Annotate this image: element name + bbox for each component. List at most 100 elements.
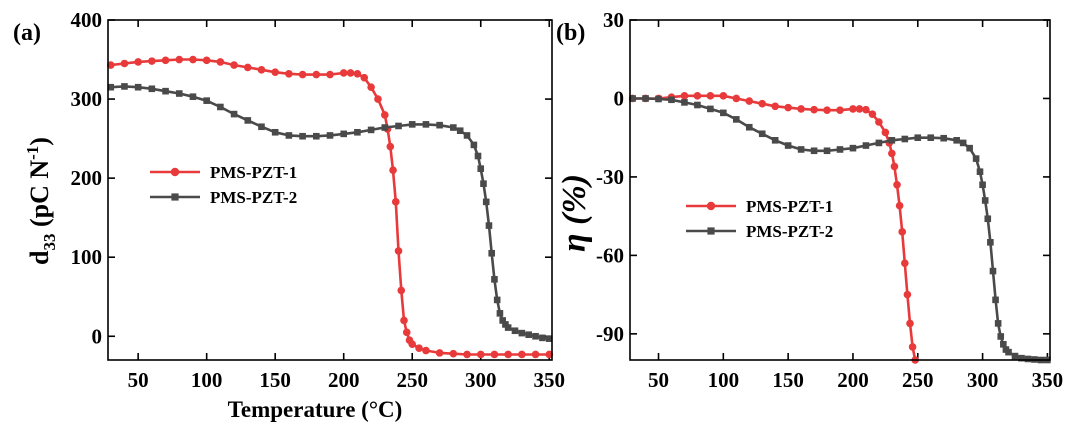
data-point-pms-pzt-2 <box>984 215 992 223</box>
data-point-pms-pzt-2 <box>354 128 361 136</box>
data-point-pms-pzt-2 <box>162 87 169 95</box>
data-point-pms-pzt-2 <box>493 296 501 304</box>
data-point-pms-pzt-1 <box>504 350 512 359</box>
data-point-pms-pzt-2 <box>668 96 675 104</box>
data-point-pms-pzt-2 <box>888 137 896 144</box>
data-point-pms-pzt-2 <box>694 101 701 109</box>
data-point-pms-pzt-1 <box>148 57 156 65</box>
data-point-pms-pzt-2 <box>655 95 662 103</box>
data-point-pms-pzt-1 <box>771 102 779 111</box>
data-point-pms-pzt-2 <box>994 320 1002 327</box>
data-point-pms-pzt-1 <box>855 105 864 113</box>
series-line-pms-pzt-1 <box>632 94 917 361</box>
data-point-pms-pzt-1 <box>797 105 805 113</box>
data-point-pms-pzt-2 <box>422 121 430 128</box>
data-point-pms-pzt-2 <box>823 147 831 155</box>
data-point-pms-pzt-1 <box>397 286 406 295</box>
data-point-pms-pzt-2 <box>463 132 471 139</box>
panel-a-ylabel: d33 (pC N-1) <box>23 137 59 265</box>
data-point-pms-pzt-1 <box>890 162 899 171</box>
data-point-pms-pzt-2 <box>992 296 999 304</box>
series-line-pms-pzt-2 <box>110 85 550 340</box>
data-point-pms-pzt-2 <box>976 168 984 175</box>
data-point-pms-pzt-1 <box>888 149 896 158</box>
data-point-pms-pzt-1 <box>360 73 369 82</box>
x-tick-label: 150 <box>772 368 804 392</box>
panel-a-frame <box>107 19 553 361</box>
data-point-pms-pzt-2 <box>1024 355 1032 363</box>
data-point-pms-pzt-2 <box>482 198 490 206</box>
data-point-pms-pzt-2 <box>271 128 279 136</box>
x-tick-label: 200 <box>328 368 360 392</box>
data-point-pms-pzt-2 <box>395 122 402 130</box>
x-tick-label: 100 <box>191 368 223 392</box>
data-point-pms-pzt-2 <box>299 132 306 140</box>
data-point-pms-pzt-2 <box>525 331 533 338</box>
x-tick-label: 200 <box>837 368 869 392</box>
data-point-pms-pzt-1 <box>367 83 375 92</box>
data-point-pms-pzt-1 <box>106 61 115 69</box>
panel-a-xlabel: Temperature (°C) <box>228 397 403 422</box>
panel-a-label: (a) <box>13 20 41 46</box>
data-point-pms-pzt-1 <box>271 68 279 76</box>
legend-label-pms-pzt-2: PMS-PZT-2 <box>746 222 833 241</box>
data-point-pms-pzt-1 <box>216 58 225 66</box>
data-point-pms-pzt-2 <box>849 144 857 152</box>
data-point-pms-pzt-1 <box>161 56 170 65</box>
data-point-pms-pzt-2 <box>381 124 389 131</box>
y-tick-label: -60 <box>596 243 624 267</box>
panel-b-ylabel: η (%) <box>556 174 593 252</box>
data-point-pms-pzt-2 <box>940 134 948 142</box>
data-point-pms-pzt-1 <box>374 95 382 103</box>
data-point-pms-pzt-2 <box>491 276 498 283</box>
data-point-pms-pzt-1 <box>435 349 444 357</box>
data-point-pms-pzt-2 <box>732 116 740 123</box>
x-tick-label: 250 <box>902 368 934 392</box>
x-tick-label: 300 <box>967 368 999 392</box>
data-point-pms-pzt-2 <box>642 95 649 102</box>
panel-a-d33-chart: (a) d33 (pC N-1) Temperature (°C) 50 100 1… <box>13 8 565 422</box>
data-point-pms-pzt-2 <box>203 97 210 104</box>
data-point-pms-pzt-1 <box>463 350 471 359</box>
data-point-pms-pzt-2 <box>175 90 183 97</box>
data-point-pms-pzt-2 <box>496 310 504 317</box>
panel-b-label: (b) <box>556 20 585 46</box>
data-point-pms-pzt-1 <box>680 92 689 100</box>
data-point-pms-pzt-1 <box>394 247 403 255</box>
data-point-pms-pzt-1 <box>353 69 362 78</box>
data-point-pms-pzt-2 <box>981 197 989 204</box>
y-tick-label: 0 <box>614 86 625 110</box>
data-point-pms-pzt-1 <box>120 59 129 68</box>
data-point-pms-pzt-1 <box>400 316 408 325</box>
data-point-pms-pzt-1 <box>875 118 883 126</box>
y-tick-label: 300 <box>71 87 103 111</box>
data-point-pms-pzt-1 <box>230 61 238 69</box>
panel-b-eta-chart: (b) η (%) 50 100 150 200 250 300 350 -90 -60 -30 0… <box>556 8 1063 392</box>
panel-b-frame <box>629 19 1051 361</box>
data-point-pms-pzt-1 <box>784 103 792 112</box>
x-tick-label: 150 <box>259 368 291 392</box>
legend-marker-pms-pzt-1 <box>170 167 180 177</box>
data-point-pms-pzt-1 <box>719 92 728 100</box>
data-point-pms-pzt-2 <box>629 95 636 102</box>
data-point-pms-pzt-1 <box>518 350 526 359</box>
data-point-pms-pzt-2 <box>456 127 464 134</box>
data-point-pms-pzt-2 <box>972 155 980 162</box>
data-point-pms-pzt-2 <box>797 146 805 153</box>
data-point-pms-pzt-2 <box>258 123 265 131</box>
data-point-pms-pzt-2 <box>539 334 546 342</box>
data-point-pms-pzt-1 <box>908 343 917 351</box>
data-point-pms-pzt-2 <box>518 329 526 337</box>
data-point-pms-pzt-1 <box>298 70 307 79</box>
data-point-pms-pzt-2 <box>504 324 512 331</box>
data-point-pms-pzt-2 <box>474 152 482 160</box>
data-point-pms-pzt-2 <box>681 99 688 106</box>
data-point-pms-pzt-2 <box>121 83 128 90</box>
data-point-pms-pzt-1 <box>836 106 844 115</box>
data-point-pms-pzt-1 <box>732 94 741 103</box>
data-point-pms-pzt-2 <box>875 139 883 147</box>
data-point-pms-pzt-2 <box>979 181 986 189</box>
data-point-pms-pzt-2 <box>230 110 238 118</box>
data-point-pms-pzt-1 <box>893 180 901 189</box>
data-point-pms-pzt-2 <box>450 124 457 131</box>
